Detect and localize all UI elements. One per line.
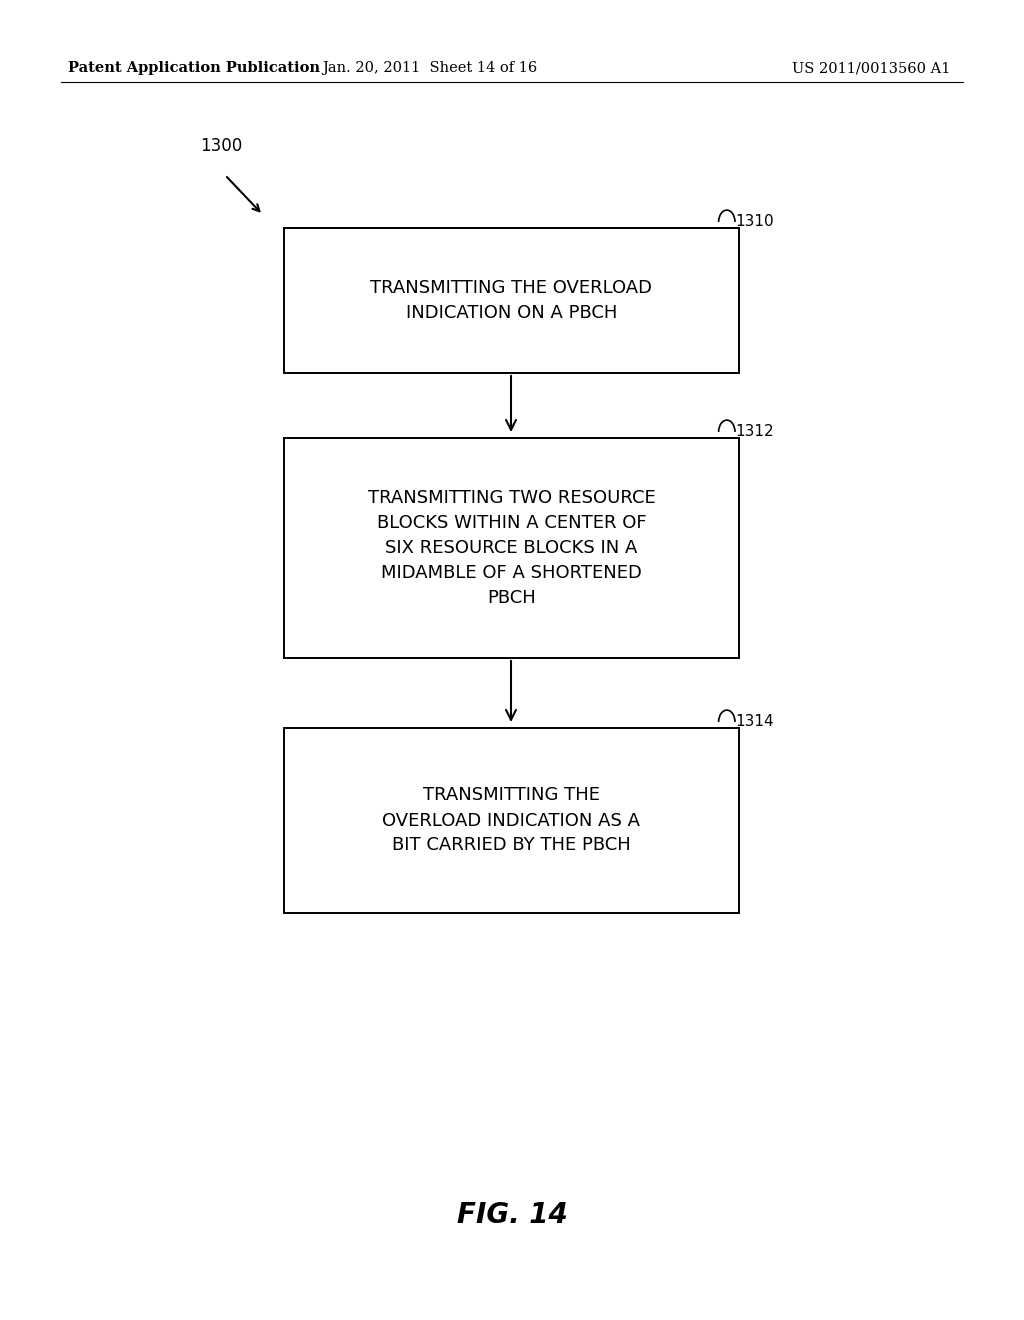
Text: TRANSMITTING THE OVERLOAD
INDICATION ON A PBCH: TRANSMITTING THE OVERLOAD INDICATION ON … [371,279,652,322]
Text: Patent Application Publication: Patent Application Publication [68,61,319,75]
Text: 1312: 1312 [735,425,773,440]
Text: 1310: 1310 [735,214,773,230]
Text: TRANSMITTING TWO RESOURCE
BLOCKS WITHIN A CENTER OF
SIX RESOURCE BLOCKS IN A
MID: TRANSMITTING TWO RESOURCE BLOCKS WITHIN … [368,488,655,607]
Bar [284,438,739,657]
Text: 1314: 1314 [735,714,773,730]
Bar [284,228,739,374]
Text: Jan. 20, 2011  Sheet 14 of 16: Jan. 20, 2011 Sheet 14 of 16 [323,61,538,75]
Text: US 2011/0013560 A1: US 2011/0013560 A1 [792,61,950,75]
Text: 1300: 1300 [200,137,243,154]
Bar [284,729,739,913]
Text: TRANSMITTING THE
OVERLOAD INDICATION AS A
BIT CARRIED BY THE PBCH: TRANSMITTING THE OVERLOAD INDICATION AS … [383,787,640,854]
Text: FIG. 14: FIG. 14 [457,1201,567,1229]
